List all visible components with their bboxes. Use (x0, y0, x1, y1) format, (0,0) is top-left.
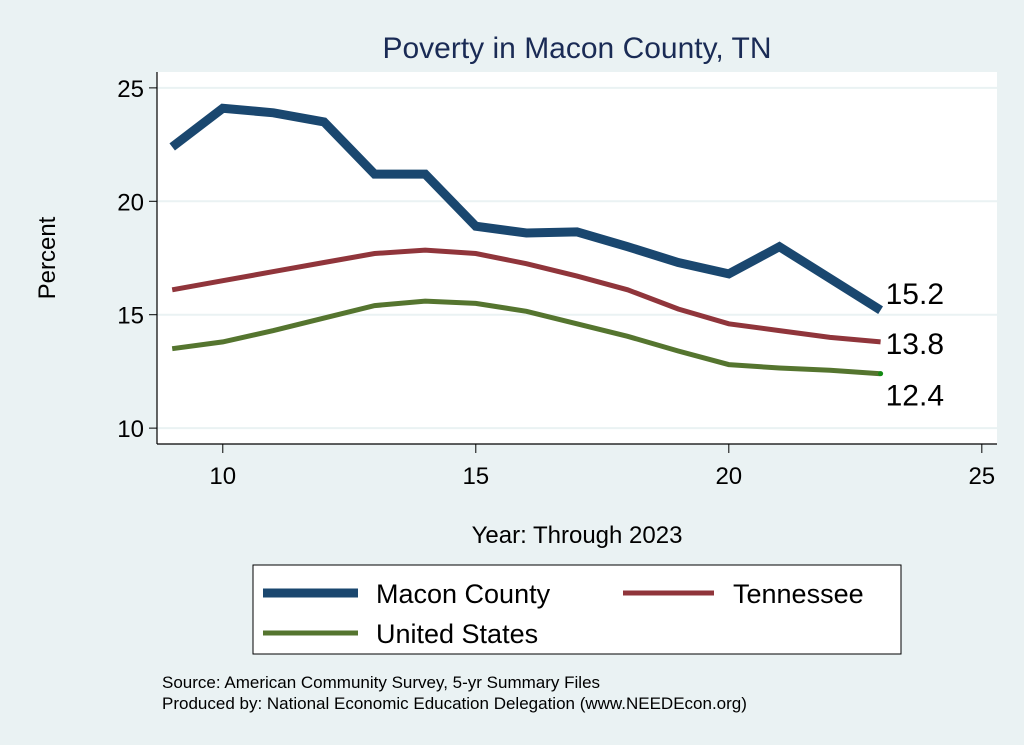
end-label-macon-county: 15.2 (886, 278, 944, 311)
end-label-united-states: 12.4 (886, 380, 944, 413)
y-tick-label-20: 20 (117, 189, 144, 216)
x-tick-label-25: 25 (968, 463, 995, 490)
y-axis-title: Percent (34, 216, 61, 299)
y-tick-label-10: 10 (117, 416, 144, 443)
producer-note: Produced by: National Economic Education… (162, 694, 747, 713)
legend-label-united-states: United States (376, 619, 538, 649)
y-tick-label-25: 25 (117, 76, 144, 103)
source-notes: Source: American Community Survey, 5-yr … (162, 673, 747, 713)
axes: 10 15 20 25 10 15 20 25 (117, 72, 997, 490)
x-tick-label-20: 20 (715, 463, 742, 490)
source-note: Source: American Community Survey, 5-yr … (162, 673, 600, 692)
plot-area (157, 72, 997, 444)
legend: Macon County Tennessee United States (252, 564, 902, 655)
y-tick-label-15: 15 (117, 303, 144, 330)
gridlines (157, 86, 997, 430)
chart-title: Poverty in Macon County, TN (382, 32, 771, 65)
end-label-tennessee: 13.8 (886, 328, 944, 361)
legend-label-macon-county: Macon County (376, 579, 551, 609)
x-axis-title: Year: Through 2023 (472, 522, 683, 549)
legend-label-tennessee: Tennessee (733, 579, 864, 609)
legend-box (252, 564, 902, 655)
end-marker-united-states (878, 371, 884, 377)
x-tick-label-15: 15 (462, 463, 489, 490)
x-tick-label-10: 10 (209, 463, 236, 490)
end-labels: 15.2 13.8 12.4 (878, 278, 944, 413)
series-lines (169, 103, 883, 377)
